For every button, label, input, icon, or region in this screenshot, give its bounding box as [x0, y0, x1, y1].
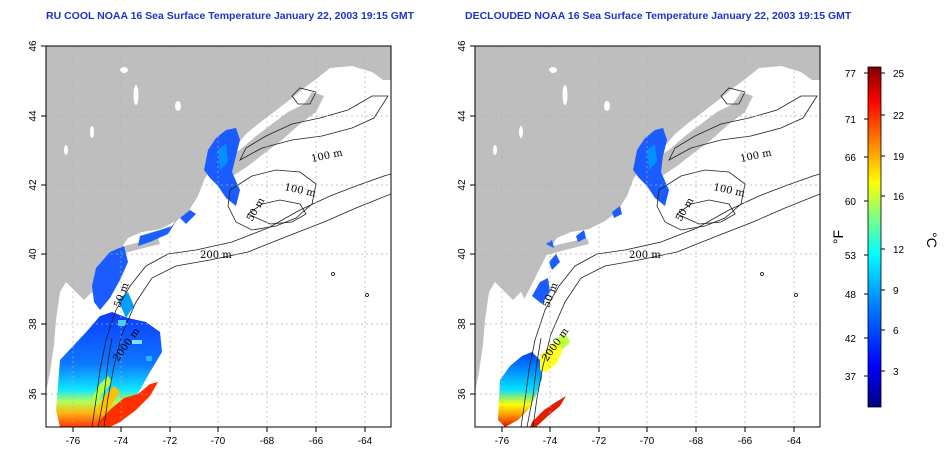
x-tick-label: -68 [689, 436, 704, 447]
sst-south-right [498, 352, 542, 427]
contour-label: 200 m [200, 250, 232, 261]
sst-nj-left [92, 246, 128, 310]
colorbar-f-tick: 77 [845, 69, 857, 80]
y-tick-label: 40 [457, 248, 468, 260]
y-tick-label: 44 [457, 110, 468, 122]
y-tick-label: 38 [28, 318, 39, 330]
long-island-right [539, 238, 589, 256]
map-title-right: DECLOUDED NOAA 16 Sea Surface Temperatur… [465, 10, 852, 22]
land-left [46, 46, 391, 392]
celsius-label: °C [924, 232, 940, 248]
x-tick-label: -76 [66, 436, 81, 447]
colorbar-c-tick: 3 [893, 367, 899, 378]
map-left: -76 -74 -72 -70 -68 -66 -64 36 38 40 42 … [28, 40, 392, 447]
sst-warm-core-right [530, 396, 566, 427]
x-tick-label: -70 [640, 436, 655, 447]
colorbar: 77 71 66 60 53 48 42 37 25 22 19 16 12 9… [830, 66, 940, 408]
x-tick-label: -74 [543, 436, 558, 447]
y-tick-label: 38 [457, 318, 468, 330]
grid-right [475, 46, 820, 427]
colorbar-f-tick: 71 [845, 115, 857, 126]
colorbar-c-tick: 16 [893, 192, 905, 203]
colorbar-gradient [867, 66, 882, 408]
grid-left [46, 46, 391, 427]
y-tick-label: 46 [28, 40, 39, 52]
colorbar-f-tick: 60 [845, 197, 857, 208]
x-tick-label: -74 [114, 436, 129, 447]
y-tick-label: 44 [28, 110, 39, 122]
x-tick-label: -76 [495, 436, 510, 447]
colorbar-c-tick: 19 [893, 152, 905, 163]
colorbar-c-tick: 25 [893, 69, 905, 80]
colorbar-f-tick: 53 [845, 251, 857, 262]
x-tick-label: -66 [309, 436, 324, 447]
x-tick-label: -72 [163, 436, 178, 447]
colorbar-f-tick: 37 [845, 372, 857, 383]
x-tick-label: -68 [260, 436, 275, 447]
y-tick-label: 46 [457, 40, 468, 52]
colorbar-c-tick: 22 [893, 111, 905, 122]
land-right [475, 46, 820, 392]
x-tick-label: -70 [211, 436, 226, 447]
y-tick-label: 42 [457, 179, 468, 191]
map-title-left: RU COOL NOAA 16 Sea Surface Temperature … [46, 10, 415, 22]
y-tick-label: 36 [28, 388, 39, 400]
colorbar-f-tick: 48 [845, 290, 857, 301]
colorbar-c-tick: 12 [893, 245, 905, 256]
x-tick-label: -66 [738, 436, 753, 447]
sst-warm-core-left [98, 382, 158, 427]
x-tick-label: -64 [358, 436, 373, 447]
colorbar-f-tick: 66 [845, 153, 857, 164]
x-tick-label: -64 [787, 436, 802, 447]
colorbar-c-tick: 9 [893, 286, 899, 297]
contour-label: 200 m [629, 250, 661, 261]
colorbar-c-tick: 6 [893, 326, 899, 337]
y-tick-label: 42 [28, 179, 39, 191]
x-tick-label: -72 [592, 436, 607, 447]
fahrenheit-label: °F [830, 230, 846, 244]
y-tick-label: 36 [457, 388, 468, 400]
contours-right [520, 87, 820, 427]
contours-left [91, 87, 391, 427]
map-right: -76 -74 -72 -70 -68 -66 -64 36 38 40 42 … [457, 40, 821, 447]
colorbar-f-tick: 42 [845, 334, 857, 345]
y-tick-label: 40 [28, 248, 39, 260]
